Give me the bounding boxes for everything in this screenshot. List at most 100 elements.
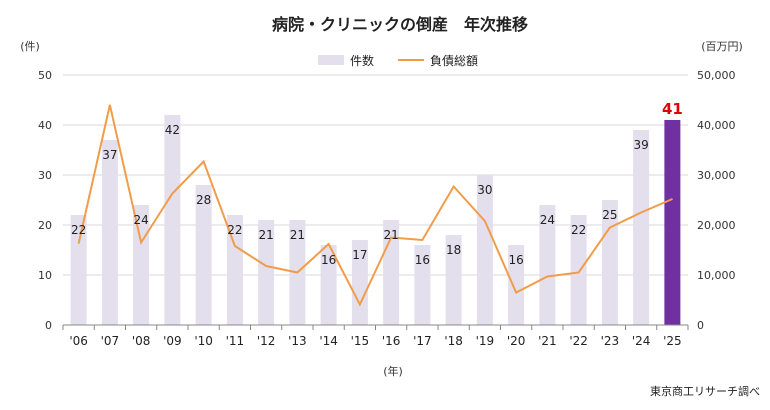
bar-value-label: 21 bbox=[290, 228, 305, 242]
line-point bbox=[640, 212, 642, 213]
bar-value-label: 22 bbox=[71, 223, 86, 237]
line-point bbox=[328, 243, 330, 245]
bar-value-label: 24 bbox=[133, 213, 148, 227]
debt-line bbox=[77, 104, 673, 307]
bar bbox=[508, 245, 525, 325]
bar bbox=[414, 245, 431, 325]
bar bbox=[664, 120, 681, 325]
line-point bbox=[671, 198, 673, 200]
bar-value-label: 16 bbox=[415, 253, 430, 267]
left-tick-label: 10 bbox=[38, 269, 52, 282]
right-tick-label: 30,000 bbox=[697, 169, 736, 182]
x-axis-label: (年) bbox=[383, 364, 403, 378]
right-tick-label: 40,000 bbox=[697, 119, 736, 132]
bar-value-label: 28 bbox=[196, 193, 211, 207]
line-point bbox=[171, 193, 173, 194]
source-note: 東京商工リサーチ調べ bbox=[650, 384, 760, 398]
bar bbox=[258, 220, 275, 325]
line-point bbox=[484, 220, 486, 222]
right-tick-label: 0 bbox=[697, 319, 704, 332]
bar bbox=[351, 240, 368, 325]
line-point bbox=[296, 272, 298, 273]
x-tick-label: '12 bbox=[257, 334, 276, 348]
x-tick-label: '18 bbox=[444, 334, 463, 348]
bar bbox=[195, 185, 212, 325]
line-point bbox=[265, 265, 267, 267]
left-axis-unit: (件) bbox=[20, 40, 40, 53]
x-tick-label: '10 bbox=[194, 334, 213, 348]
right-axis-unit: (百万円) bbox=[701, 40, 743, 53]
x-tick-label: '07 bbox=[101, 334, 120, 348]
bar bbox=[570, 215, 587, 325]
bar-value-label: 21 bbox=[258, 228, 273, 242]
line-point bbox=[453, 186, 455, 187]
bar-value-label: 37 bbox=[102, 148, 117, 162]
bar-value-label: 24 bbox=[540, 213, 555, 227]
line-point bbox=[109, 104, 111, 106]
x-tick-label: '13 bbox=[288, 334, 307, 348]
x-tick-label: '23 bbox=[601, 334, 620, 348]
right-tick-label: 10,000 bbox=[697, 269, 736, 282]
bar-value-label: 41 bbox=[662, 100, 683, 118]
left-tick-label: 50 bbox=[38, 69, 52, 82]
bar-value-label: 16 bbox=[508, 253, 523, 267]
bar bbox=[164, 115, 181, 325]
right-tick-label: 20,000 bbox=[697, 219, 736, 232]
legend-bar-label: 件数 bbox=[350, 53, 374, 68]
x-tick-label: '25 bbox=[663, 334, 682, 348]
bar bbox=[226, 215, 243, 325]
x-tick-label: '08 bbox=[132, 334, 151, 348]
x-tick-label: '24 bbox=[632, 334, 651, 348]
x-tick-label: '14 bbox=[319, 334, 338, 348]
line-point bbox=[609, 227, 611, 228]
x-tick-label: '21 bbox=[538, 334, 557, 348]
line-point bbox=[421, 239, 423, 241]
bar-value-label: 42 bbox=[165, 123, 180, 137]
bar-value-label: 21 bbox=[383, 228, 398, 242]
line-point bbox=[78, 243, 80, 244]
x-tick-label: '20 bbox=[507, 334, 526, 348]
x-tick-label: '19 bbox=[476, 334, 495, 348]
line-point bbox=[359, 304, 361, 305]
bar bbox=[539, 205, 556, 325]
right-tick-label: 50,000 bbox=[697, 69, 736, 82]
bar-value-label: 18 bbox=[446, 243, 461, 257]
bar bbox=[70, 215, 87, 325]
left-tick-label: 20 bbox=[38, 219, 52, 232]
legend-bar-swatch bbox=[318, 55, 344, 65]
bar-value-label: 25 bbox=[602, 208, 617, 222]
bar-value-label: 16 bbox=[321, 253, 336, 267]
left-tick-label: 0 bbox=[45, 319, 52, 332]
x-tick-label: '06 bbox=[69, 334, 88, 348]
x-tick-label: '17 bbox=[413, 334, 432, 348]
chart-title: 病院・クリニックの倒産 年次推移 bbox=[272, 15, 528, 34]
line-point bbox=[203, 161, 205, 162]
x-tick-label: '15 bbox=[351, 334, 370, 348]
bar-value-label: 17 bbox=[352, 248, 367, 262]
left-tick-label: 40 bbox=[38, 119, 52, 132]
line-point bbox=[546, 276, 548, 277]
x-tick-label: '16 bbox=[382, 334, 401, 348]
bar bbox=[476, 175, 493, 325]
line-point bbox=[390, 237, 392, 238]
bar bbox=[445, 235, 462, 325]
left-tick-label: 30 bbox=[38, 169, 52, 182]
x-tick-label: '09 bbox=[163, 334, 182, 348]
bar bbox=[633, 130, 650, 325]
bar-value-label: 22 bbox=[227, 223, 242, 237]
bar-value-label: 30 bbox=[477, 183, 492, 197]
legend-line-label: 負債総額 bbox=[430, 53, 478, 68]
bar bbox=[320, 245, 337, 325]
line-point bbox=[578, 272, 580, 273]
line-point bbox=[140, 242, 142, 243]
x-tick-label: '22 bbox=[569, 334, 588, 348]
bar-value-label: 22 bbox=[571, 223, 586, 237]
x-tick-label: '11 bbox=[226, 334, 245, 348]
line-point bbox=[515, 292, 517, 293]
line-point bbox=[234, 245, 236, 247]
bar bbox=[101, 140, 118, 325]
bar-value-label: 39 bbox=[633, 138, 648, 152]
bar bbox=[601, 200, 618, 325]
